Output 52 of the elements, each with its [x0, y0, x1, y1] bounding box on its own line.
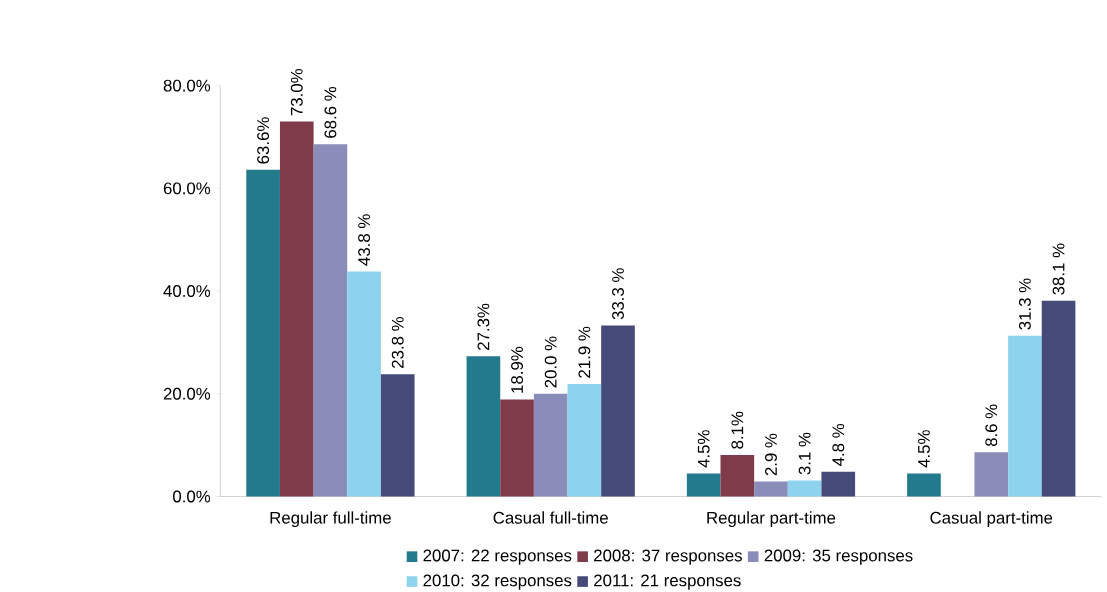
- data-label: 63.6%: [257, 117, 270, 164]
- bar: [821, 471, 856, 497]
- legend-label: 2011: 21 responses: [594, 574, 741, 590]
- legend-label: 2008: 37 responses: [594, 549, 742, 565]
- data-label: 4.8 %: [832, 423, 845, 466]
- bar: [533, 393, 568, 497]
- bar: [1041, 300, 1076, 497]
- legend-label: 2007: 22 responses: [423, 549, 572, 565]
- data-label: 73.0%: [290, 68, 303, 116]
- y-tick-label: 0.0%: [173, 490, 211, 503]
- bar: [500, 399, 534, 497]
- data-label: 27.3%: [477, 303, 490, 350]
- data-label: 38.1 %: [1052, 243, 1065, 295]
- data-label: 18.9%: [511, 346, 524, 393]
- bar: [601, 325, 635, 497]
- legend-label: 2009: 35 responses: [764, 549, 913, 565]
- x-tick-label: Casual full-time: [493, 511, 608, 524]
- data-label: 23.8 %: [391, 316, 404, 368]
- data-label: 8.6 %: [985, 404, 998, 446]
- bar: [686, 473, 721, 497]
- bar: [313, 144, 348, 497]
- bar: [567, 383, 602, 497]
- y-tick-label: 20.0%: [163, 387, 211, 400]
- x-tick-label: Regular part-time: [707, 511, 836, 527]
- y-tick-label: 80.0%: [163, 79, 211, 92]
- data-label: 4.5%: [697, 430, 710, 468]
- legend-label: 2010: 32 responses: [423, 574, 572, 590]
- bar: [720, 454, 755, 497]
- data-label: 20.0 %: [544, 336, 557, 388]
- bar: [380, 374, 415, 497]
- x-tick-label: Regular full-time: [270, 511, 391, 527]
- bar: [466, 356, 501, 497]
- data-label: 33.3 %: [612, 268, 624, 320]
- data-label: 21.9 %: [578, 326, 591, 378]
- data-label: 2.9 %: [765, 433, 777, 476]
- bar: [974, 452, 1009, 497]
- bar: [347, 271, 381, 497]
- y-tick-label: 60.0%: [163, 182, 211, 195]
- data-label: 3.1 %: [798, 432, 811, 475]
- bar: [907, 473, 941, 497]
- data-label: 8.1%: [731, 411, 744, 449]
- data-label: 43.8 %: [358, 214, 371, 266]
- bar: [1008, 335, 1042, 497]
- y-tick-label: 40.0%: [163, 284, 211, 297]
- data-label: 4.5%: [918, 430, 930, 468]
- bar: [279, 121, 314, 497]
- data-label: 68.6 %: [324, 86, 337, 138]
- bar: [754, 481, 788, 497]
- x-tick-label: Casual part-time: [930, 511, 1053, 527]
- bar: [787, 480, 822, 497]
- data-label: 31.3 %: [1018, 278, 1031, 330]
- bar: [246, 169, 280, 497]
